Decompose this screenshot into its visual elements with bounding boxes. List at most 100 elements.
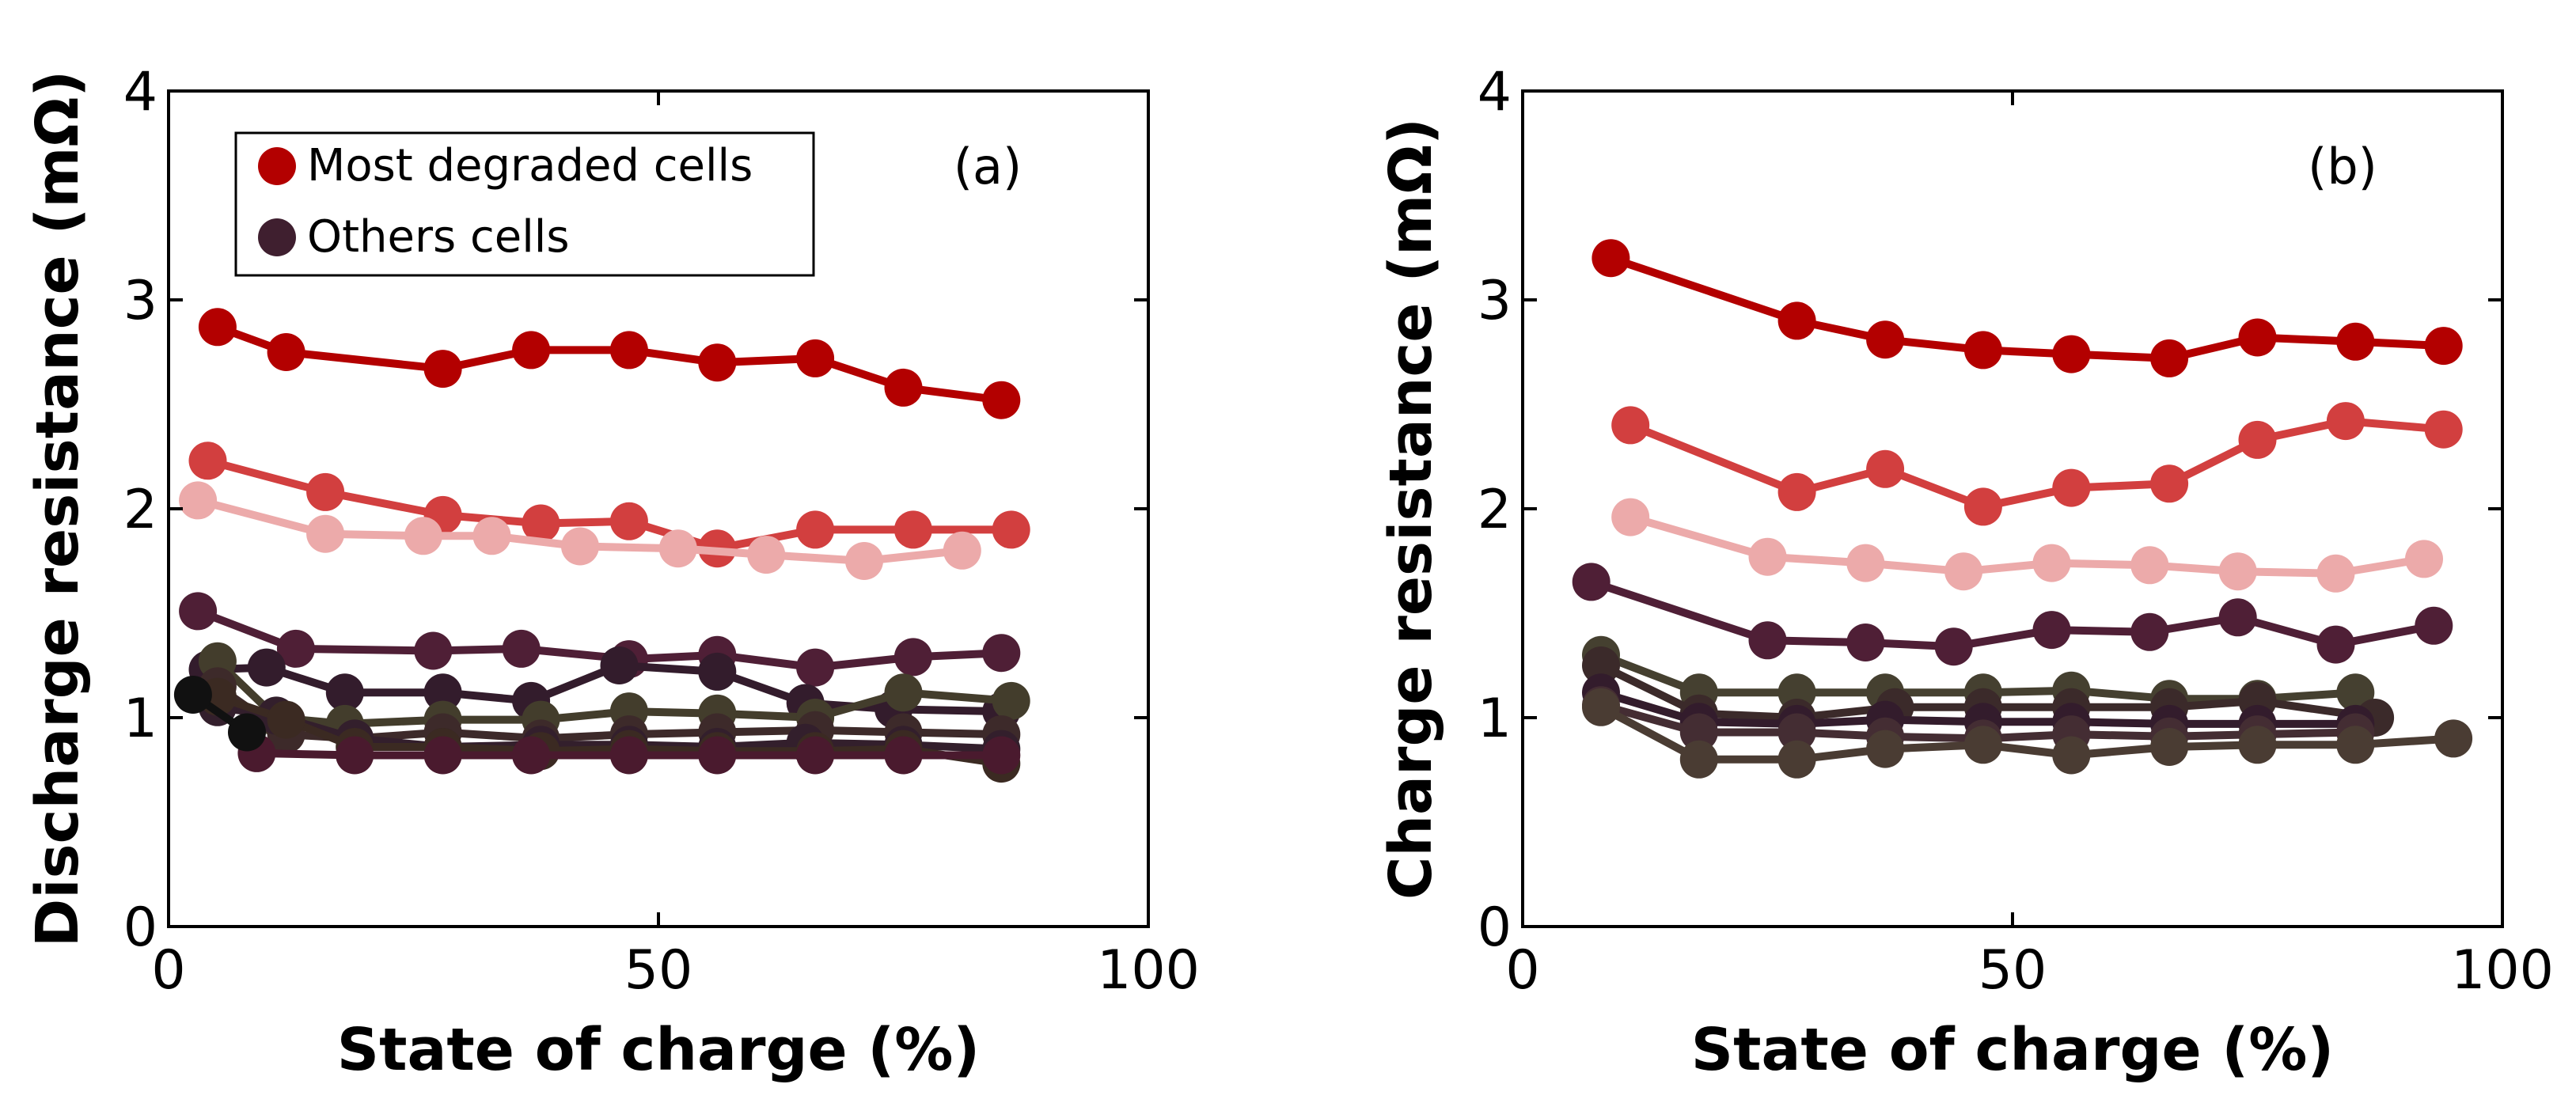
panel-b: 0 1 2 3 4 0 50 100 State of charge (%) Charge r… (1377, 61, 2554, 1084)
legend: Most degraded cells Others cells (234, 131, 815, 277)
panel-b-series-4-point-9 (2415, 606, 2453, 645)
panel-a-series-2-point-4 (522, 504, 560, 543)
panel-a-series-4-point-2 (276, 629, 315, 668)
panel-b-xtick-label-1: 50 (1978, 939, 2047, 1002)
panel-a-series-5-point-3 (325, 673, 364, 712)
panel-a-series-5-point-4 (423, 673, 462, 712)
panel-b-series-3-point-9 (2405, 540, 2443, 578)
panel-b-xtick-label-0: 0 (1505, 939, 1539, 1002)
panel-a-series-11-point-2 (228, 713, 266, 752)
panel-b-series-9-point-8 (2238, 726, 2277, 764)
panel-b-series-4-point-1 (1572, 563, 1610, 601)
panel-b-series-4-point-5 (2032, 611, 2071, 650)
panel-b-series-3-point-8 (2316, 554, 2355, 593)
legend-marker-others (258, 218, 296, 256)
legend-marker-most-degraded (258, 147, 296, 185)
panel-a-series-10-point-6 (698, 736, 737, 775)
panel-b-series-9-point-2 (1679, 740, 1718, 779)
panel-b-series-3-point-5 (2032, 544, 2071, 582)
panel-a-series-11-point-1 (173, 676, 212, 714)
panel-a-series-10-point-5 (609, 736, 648, 775)
panel-b-series-2-point-8 (2326, 402, 2365, 441)
panel-a-series-2-point-8 (893, 510, 932, 549)
panel-a-series-9-point-2 (267, 700, 305, 739)
panel-b-series-3-point-1 (1611, 498, 1650, 536)
panel-b-series-9-point-5 (1963, 726, 2002, 764)
panel-a-series-4-point-9 (982, 634, 1021, 673)
panel-a-series (173, 308, 1030, 783)
panel-b-series-3-point-7 (2218, 552, 2257, 591)
panel-a-series-10-point-2 (336, 736, 374, 775)
panel-b-series-1-point-3 (1866, 320, 1905, 359)
panel-a-series-3-point-3 (404, 517, 442, 555)
panel-a-series-1-point-9 (982, 381, 1021, 419)
panel-b-series-9-point-3 (1777, 740, 1816, 779)
panel-a-xtick-label-2: 100 (1097, 939, 1200, 1002)
panel-b-series-line-4 (1587, 578, 2438, 651)
panel-a-xlabel: State of charge (%) (337, 1016, 980, 1084)
panel-b-series-3-point-6 (2130, 546, 2169, 585)
panel-b-ylabel: Charge resistance (mΩ) (1377, 118, 1445, 900)
panel-b-xtick-label-2: 100 (2451, 939, 2554, 1002)
panel-b-ticks: 0 1 2 3 4 0 50 100 (1478, 61, 2554, 1002)
panel-a-series-line-4 (194, 607, 1006, 672)
panel-b-series-line-9 (1597, 703, 2458, 764)
panel-a-series-4-point-4 (502, 629, 541, 668)
panel-a-ytick-label-1: 1 (123, 688, 157, 750)
panel-a-series-1-point-7 (796, 339, 835, 377)
panel-a-series-4-point-1 (179, 592, 218, 631)
panel-b-series-2-point-4 (1963, 487, 2002, 526)
panel-a-series-3-point-4 (472, 517, 511, 555)
legend-label-others: Others cells (307, 211, 570, 263)
panel-a-ytick-label-3: 3 (123, 270, 157, 332)
legend-box (234, 131, 815, 277)
panel-a-series-5-point-2 (247, 648, 286, 687)
panel-b-axes-frame (1521, 89, 2504, 928)
panel-a-series-1-point-8 (884, 368, 923, 407)
panel-b-series-9-point-6 (2052, 736, 2091, 775)
panel-a-series-line-1 (213, 323, 1006, 404)
panel-a-series-3-point-6 (658, 529, 697, 568)
panel-b-series-3-point-4 (1944, 552, 1983, 591)
panel-a-series-2-point-5 (609, 502, 648, 540)
panel-a-series-2-point-1 (188, 442, 227, 480)
panel-b-series-line-2 (1626, 417, 2448, 511)
panel-a-ytick-label-2: 2 (123, 479, 157, 541)
panel-a-label: (a) (954, 138, 1022, 195)
panel-b-series-1-point-4 (1963, 331, 2002, 370)
panel-b-series-2-point-9 (2424, 410, 2463, 449)
panel-a-series-3-point-8 (845, 542, 883, 580)
panel-b-xlabel: State of charge (%) (1691, 1016, 2334, 1084)
panel-b-series-9-point-1 (1582, 688, 1620, 726)
panel-a-ytick-label-4: 4 (123, 61, 157, 123)
panel-a-ytick-label-0: 0 (123, 896, 157, 959)
panel-b-series-1-point-5 (2052, 335, 2091, 373)
panel-a-series-1-point-2 (267, 333, 305, 371)
panel-b-ytick-label-2: 2 (1478, 479, 1512, 541)
panel-a-series-1-point-5 (609, 331, 648, 370)
panel-b-series-3-point-3 (1846, 544, 1885, 582)
panel-a-series-10-point-9 (982, 736, 1021, 775)
panel-a-series-4-point-3 (414, 631, 453, 670)
panel-b-series-1-point-1 (1592, 239, 1630, 278)
panel-b-series-2-point-5 (2052, 468, 2091, 507)
panel-a-series-10-point-4 (512, 736, 551, 775)
panel-a-series-2-point-9 (992, 510, 1030, 549)
panel-b-series-1-point-7 (2238, 318, 2277, 357)
panel-b-series-4-point-3 (1846, 624, 1885, 661)
panel-b-series-9-point-10 (2434, 719, 2473, 758)
panel-b-series-9-point-9 (2336, 726, 2375, 764)
panel-a-ylabel: Discharge resistance (mΩ) (24, 70, 92, 947)
panel-a-xtick-label-0: 0 (151, 939, 185, 1002)
panel-b-series-4-point-7 (2218, 598, 2257, 637)
panel-a-series-1-point-4 (512, 331, 551, 370)
panel-a-series-line-8 (213, 703, 1006, 753)
panel-a-series-1-point-1 (198, 308, 237, 347)
panel-b-series-2-point-7 (2238, 420, 2277, 459)
panel-b-series-9-point-7 (2150, 728, 2189, 766)
panel-b-series-4-point-2 (1748, 621, 1787, 660)
panel-a-ticks: 0 1 2 3 4 0 50 100 (123, 61, 1200, 1002)
panel-b-series-4-point-8 (2316, 625, 2355, 664)
panel-a-series-10-point-7 (796, 736, 835, 775)
